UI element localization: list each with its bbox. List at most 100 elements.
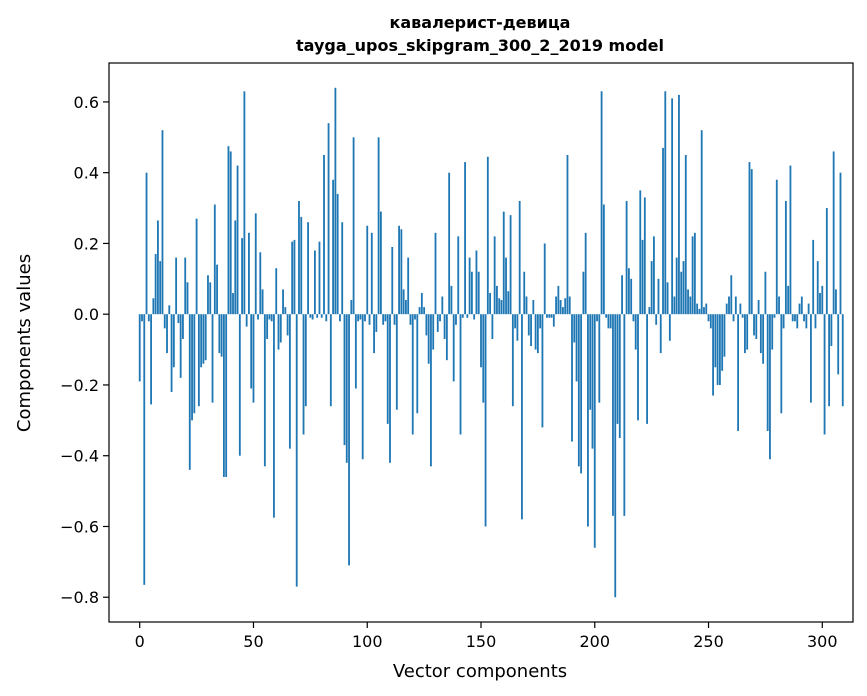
bar-component-306 <box>835 289 837 315</box>
bar-component-198 <box>589 314 592 410</box>
bar-component-42 <box>234 220 237 315</box>
bar-component-164 <box>511 314 514 407</box>
bar-component-303 <box>828 314 831 407</box>
bar-component-140 <box>457 236 460 315</box>
bar-component-115 <box>400 229 403 315</box>
bar-component-93 <box>350 300 353 315</box>
bar-component-19 <box>182 314 184 339</box>
bar-component-85 <box>332 179 335 315</box>
bar-component-211 <box>618 314 621 439</box>
bar-component-290 <box>798 303 801 315</box>
bar-component-152 <box>484 314 487 527</box>
bar-component-273 <box>759 314 762 354</box>
bar-component-31 <box>209 282 212 315</box>
bar-component-10 <box>161 130 164 315</box>
bar-component-98 <box>361 314 364 460</box>
bar-component-236 <box>675 257 678 315</box>
bar-component-257 <box>723 314 726 357</box>
bar-component-128 <box>430 314 432 467</box>
bar-component-96 <box>357 314 360 322</box>
bar-component-185 <box>559 300 562 315</box>
bar-component-190 <box>571 314 573 442</box>
bar-component-235 <box>673 296 676 315</box>
bar-component-301 <box>823 314 826 435</box>
bar-component-168 <box>521 314 523 520</box>
x-tick-label: 200 <box>579 632 610 651</box>
bar-component-275 <box>764 271 767 315</box>
bar-component-176 <box>539 314 542 329</box>
bar-component-299 <box>819 292 821 315</box>
bar-component-64 <box>284 307 287 315</box>
bar-component-241 <box>687 289 689 315</box>
y-tick-label: −0.6 <box>60 517 99 536</box>
bar-component-268 <box>748 162 751 315</box>
bar-component-289 <box>796 314 799 329</box>
bar-component-191 <box>573 314 576 343</box>
x-axis-ticks: 0 50 100 150 200 250 300 <box>135 622 838 651</box>
bar-component-295 <box>810 314 812 403</box>
y-axis-ticks: −0.8 −0.6 −0.4 −0.2 0.0 0.2 0.4 0.6 <box>60 93 109 607</box>
bar-component-172 <box>530 314 532 347</box>
bar-component-281 <box>778 296 780 315</box>
bar-component-124 <box>420 292 423 315</box>
bar-component-49 <box>250 314 253 389</box>
bar-component-150 <box>480 314 482 368</box>
bar-component-254 <box>716 314 719 385</box>
bar-component-245 <box>696 303 699 315</box>
bar-component-223 <box>646 314 648 424</box>
bar-component-146 <box>470 271 473 315</box>
bar-component-260 <box>730 275 733 315</box>
bar-component-296 <box>812 239 815 315</box>
bar-component-271 <box>755 314 758 339</box>
bar-component-0 <box>138 314 141 382</box>
bar-component-60 <box>275 268 278 315</box>
bar-component-188 <box>566 154 569 315</box>
bar-component-90 <box>343 314 346 446</box>
bar-component-33 <box>213 204 216 315</box>
bar-component-102 <box>370 232 373 315</box>
bar-component-156 <box>493 236 496 315</box>
bar-component-121 <box>414 314 416 320</box>
bar-component-307 <box>837 314 840 375</box>
bars-group <box>138 87 844 598</box>
bar-component-22 <box>188 314 191 470</box>
bar-component-293 <box>805 314 808 329</box>
bar-component-62 <box>279 314 282 343</box>
bar-component-240 <box>684 154 687 315</box>
bar-component-136 <box>448 172 451 315</box>
bar-component-137 <box>450 285 453 315</box>
bar-component-283 <box>782 314 785 329</box>
bar-component-263 <box>737 314 740 431</box>
bar-component-285 <box>787 285 790 315</box>
bar-component-261 <box>732 314 735 322</box>
bar-component-59 <box>273 314 275 518</box>
bar-component-5 <box>150 314 152 405</box>
bar-component-251 <box>709 314 712 329</box>
bar-component-154 <box>489 292 492 315</box>
bar-component-215 <box>627 268 630 315</box>
bar-component-95 <box>354 314 357 389</box>
bar-component-1 <box>141 314 143 322</box>
bar-component-286 <box>789 165 792 315</box>
bar-component-108 <box>384 314 387 322</box>
bar-component-250 <box>707 314 710 322</box>
bar-component-237 <box>678 94 680 315</box>
bar-component-165 <box>514 314 517 329</box>
bar-component-99 <box>364 314 366 322</box>
bar-component-148 <box>475 250 478 315</box>
bar-component-262 <box>734 296 737 315</box>
bar-component-233 <box>668 314 671 341</box>
bar-component-309 <box>841 314 844 407</box>
bar-component-222 <box>643 197 646 315</box>
bar-component-69 <box>295 314 298 587</box>
bar-component-213 <box>623 314 626 516</box>
bar-component-305 <box>832 151 835 315</box>
bar-component-208 <box>612 314 614 516</box>
bar-component-38 <box>225 314 228 477</box>
bar-component-133 <box>441 296 444 315</box>
bar-component-79 <box>318 241 321 315</box>
bar-component-228 <box>657 278 660 315</box>
bar-component-244 <box>693 232 696 315</box>
bar-component-28 <box>202 314 205 364</box>
bar-component-39 <box>227 146 230 315</box>
